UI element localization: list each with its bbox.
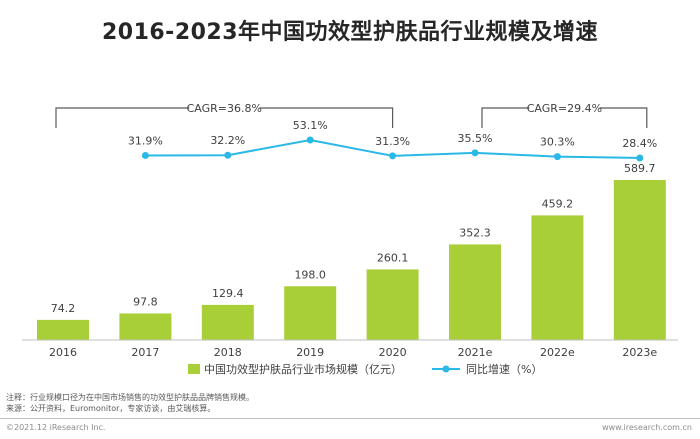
chart-source: 来源：公开资料，Euromonitor，专家访谈，由艾瑞核算。 — [6, 404, 216, 413]
legend-bar-label: 中国功效型护肤品行业市场规模（亿元） — [204, 362, 402, 376]
chart-note: 注释：行业规模口径为在中国市场销售的功效型护肤品品牌销售规模。 — [6, 393, 254, 402]
bar-value-label-2021e: 352.3 — [459, 226, 491, 239]
bar-value-label-2016: 74.2 — [51, 302, 76, 315]
growth-point-2019 — [306, 136, 314, 144]
growth-point-2023e — [636, 154, 644, 162]
legend-bar-swatch — [188, 364, 200, 374]
copyright: ©2021.12 iResearch Inc. — [6, 423, 106, 432]
bar-2017 — [119, 313, 172, 340]
bar-2018 — [201, 304, 254, 340]
growth-label-2023e: 28.4% — [622, 137, 657, 150]
growth-label-2019: 53.1% — [293, 119, 328, 132]
legend: 中国功效型护肤品行业市场规模（亿元） 同比增速（%） — [188, 362, 542, 376]
x-tick-label-2018: 2018 — [214, 346, 242, 359]
growth-point-2021e — [471, 149, 479, 157]
x-tick-label-2017: 2017 — [131, 346, 159, 359]
bar-series: 74.2 97.8 129.4 198.0 260.1 352.3 459.2 589.7 — [37, 162, 666, 340]
bar-value-label-2023e: 589.7 — [624, 162, 656, 175]
bar-value-label-2019: 198.0 — [294, 268, 326, 281]
bar-value-label-2020: 260.1 — [377, 251, 409, 264]
bar-2022e — [531, 215, 584, 340]
x-tick-label-2021e: 2021e — [458, 346, 493, 359]
x-tick-label-2020: 2020 — [379, 346, 407, 359]
bar-value-label-2017: 97.8 — [133, 295, 158, 308]
bar-2016 — [37, 319, 89, 340]
growth-label-2017: 31.9% — [128, 134, 163, 147]
cagr-label-2: CAGR=29.4% — [527, 102, 602, 115]
legend-line-marker — [442, 365, 450, 373]
growth-line-series: 31.9% 32.2% 53.1% 31.3% 35.5% 30.3% 28.4% — [128, 119, 657, 162]
bar-2019 — [284, 286, 337, 340]
legend-line-label: 同比增速（%） — [466, 362, 542, 376]
growth-point-2020 — [389, 152, 397, 160]
cagr-label-1: CAGR=36.8% — [187, 102, 262, 115]
growth-point-2017 — [141, 151, 149, 159]
cagr-bracket-1 — [55, 107, 394, 128]
x-tick-label-2019: 2019 — [296, 346, 324, 359]
growth-label-2018: 32.2% — [210, 134, 245, 147]
growth-label-2021e: 35.5% — [458, 132, 493, 145]
chart-title: 2016-2023年中国功效型护肤品行业规模及增速 — [101, 20, 599, 45]
bar-2020 — [366, 269, 419, 340]
bar-2023e — [613, 180, 666, 340]
growth-label-2020: 31.3% — [375, 135, 410, 148]
bar-value-label-2018: 129.4 — [212, 287, 244, 300]
x-axis: 2016 2017 2018 2019 2020 2021e 2022e 2023e — [22, 339, 678, 359]
bar-value-label-2022e: 459.2 — [542, 197, 574, 210]
bar-2021e — [449, 244, 501, 340]
cagr-brackets: CAGR=36.8% CAGR=29.4% — [55, 102, 648, 128]
growth-label-2022e: 30.3% — [540, 136, 575, 149]
footer-divider — [0, 418, 700, 419]
x-tick-label-2023e: 2023e — [622, 346, 657, 359]
growth-point-2022e — [553, 153, 561, 161]
website-link[interactable]: www.iresearch.com.cn — [602, 423, 692, 432]
x-tick-label-2022e: 2022e — [540, 346, 575, 359]
x-tick-label-2016: 2016 — [49, 346, 77, 359]
cagr-bracket-2 — [481, 107, 648, 128]
growth-point-2018 — [224, 151, 232, 159]
